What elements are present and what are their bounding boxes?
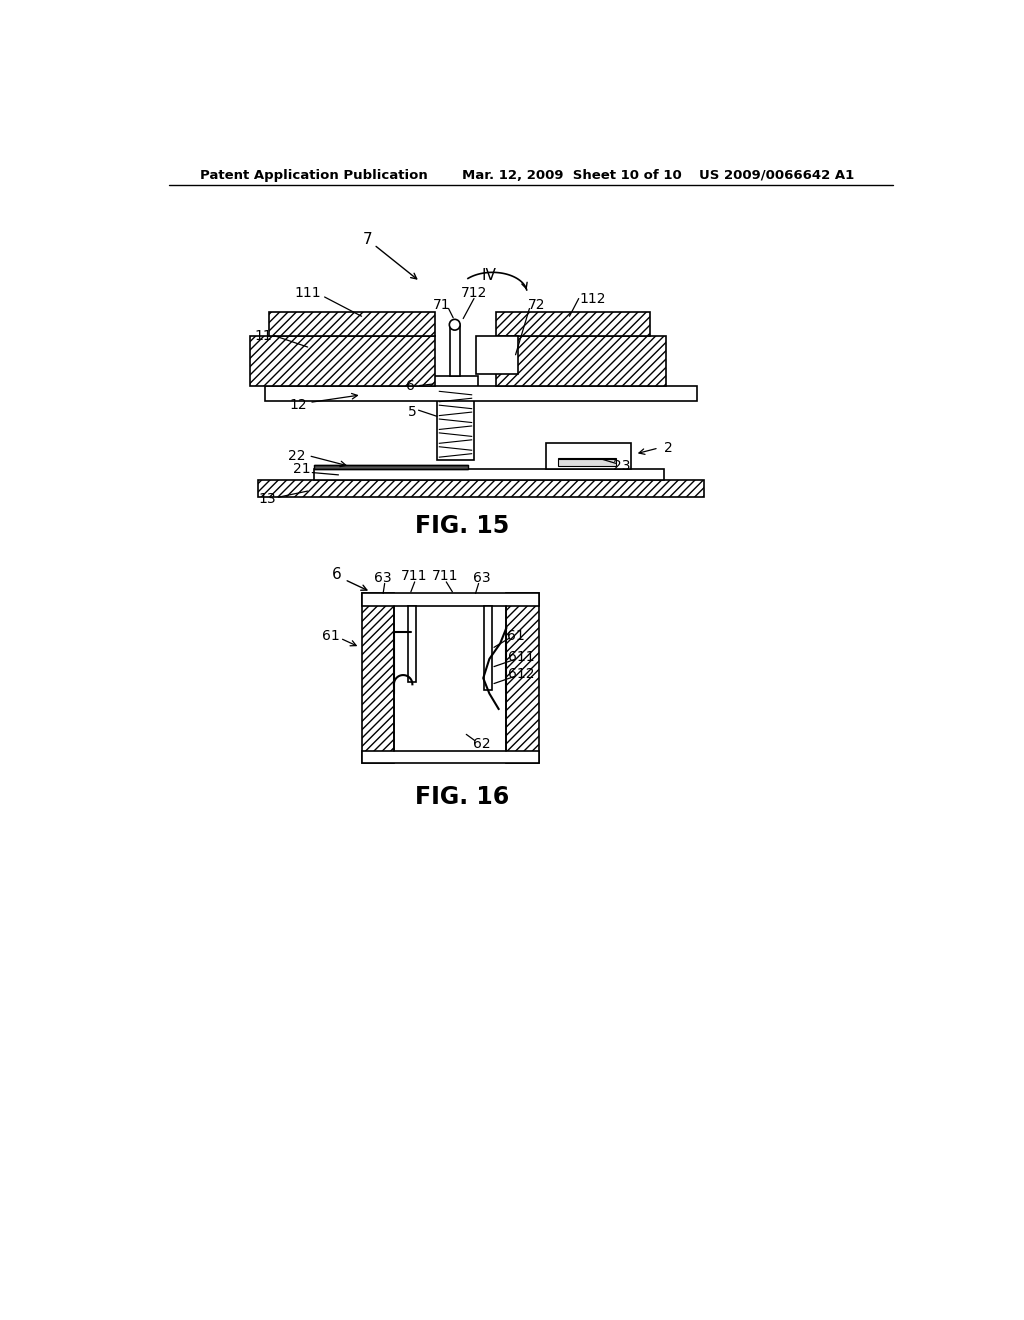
Bar	[475, 335, 518, 374]
Text: 61: 61	[507, 628, 524, 643]
Text: 71: 71	[433, 298, 451, 312]
Text: 11: 11	[254, 329, 272, 342]
Bar	[484, 606, 493, 689]
Bar	[451, 326, 460, 376]
Text: FIG. 16: FIG. 16	[415, 785, 509, 809]
Text: Mar. 12, 2009  Sheet 10 of 10: Mar. 12, 2009 Sheet 10 of 10	[462, 169, 681, 182]
Bar	[497, 335, 666, 385]
Bar	[258, 480, 705, 498]
Bar	[497, 313, 650, 335]
Bar	[547, 444, 631, 470]
Text: 62: 62	[473, 737, 490, 751]
Text: 112: 112	[580, 292, 606, 305]
Bar	[313, 470, 665, 480]
Bar	[506, 594, 539, 763]
Text: 111: 111	[294, 286, 321, 300]
Text: 61: 61	[322, 628, 340, 643]
Bar	[558, 458, 615, 466]
Bar	[250, 335, 435, 385]
Text: 7: 7	[362, 232, 373, 247]
Text: 63: 63	[473, 572, 490, 585]
Bar	[408, 606, 416, 682]
Bar	[361, 751, 539, 763]
Text: 22: 22	[288, 449, 305, 462]
Bar	[433, 376, 478, 387]
Text: 6: 6	[407, 379, 416, 392]
Text: 23: 23	[613, 459, 631, 474]
Bar	[265, 385, 696, 401]
Bar	[361, 594, 539, 606]
Circle shape	[450, 319, 460, 330]
Bar	[361, 594, 394, 763]
Text: 13: 13	[259, 492, 276, 506]
Text: 612: 612	[509, 668, 535, 681]
Text: FIG. 15: FIG. 15	[415, 513, 509, 537]
Text: 21: 21	[293, 462, 310, 477]
Bar	[313, 465, 468, 470]
Bar	[269, 313, 435, 335]
Text: 12: 12	[290, 397, 307, 412]
Text: 63: 63	[375, 572, 392, 585]
Text: 712: 712	[461, 286, 487, 300]
Text: 711: 711	[431, 569, 458, 582]
Text: Patent Application Publication: Patent Application Publication	[200, 169, 428, 182]
Text: 72: 72	[528, 298, 546, 312]
Text: US 2009/0066642 A1: US 2009/0066642 A1	[699, 169, 854, 182]
Text: 711: 711	[400, 569, 427, 582]
Text: 2: 2	[664, 441, 673, 455]
Text: 611: 611	[508, 651, 535, 664]
Text: 6: 6	[332, 566, 342, 582]
Text: IV: IV	[482, 268, 497, 282]
Bar	[437, 387, 474, 461]
Text: 5: 5	[408, 405, 417, 420]
